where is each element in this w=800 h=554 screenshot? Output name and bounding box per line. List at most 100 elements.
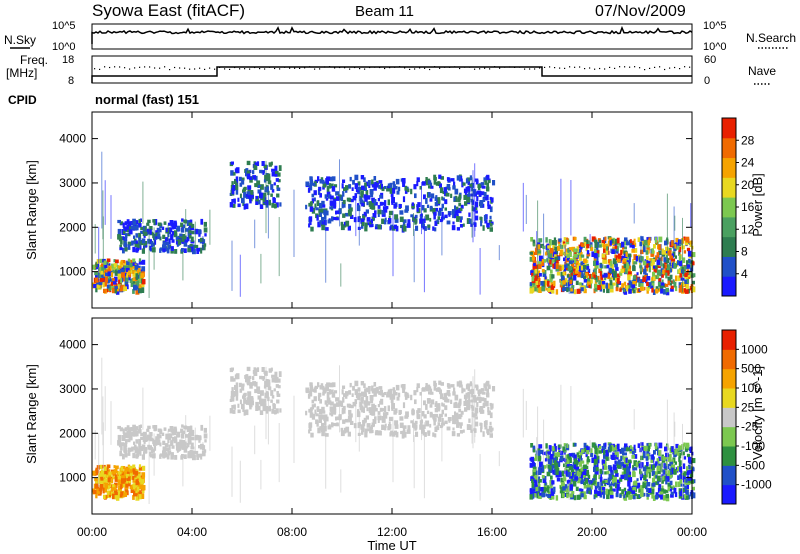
power-cell [638, 283, 643, 287]
velocity-cell [669, 468, 673, 475]
velocity-cell [673, 469, 677, 475]
velocity-cell [174, 455, 178, 460]
velocity-cell [602, 492, 605, 499]
power-cell [685, 289, 689, 294]
velocity-cell [623, 446, 628, 452]
power-cell [489, 215, 492, 220]
power-cell [459, 217, 462, 223]
power-cell [483, 177, 487, 182]
velocity-cell [263, 398, 267, 403]
power-cell [691, 261, 695, 266]
nsearch-tick-bottom: 10^0 [703, 41, 727, 53]
power-cell [275, 202, 279, 208]
velocity-cell [386, 394, 390, 398]
velocity-cell [594, 448, 598, 454]
power-cell [155, 232, 159, 237]
velocity-cell [653, 482, 656, 487]
velocity-cell [441, 418, 444, 424]
power-streak [474, 163, 476, 237]
power-cell [437, 197, 441, 203]
colorbar-tick-label: 25 [741, 400, 755, 414]
power-cell [234, 185, 239, 191]
velocity-cell [569, 485, 573, 491]
velocity-cell [574, 476, 579, 480]
power-cell [107, 263, 111, 268]
power-colorbar-label: Power [dB] [750, 173, 765, 237]
power-cell [580, 254, 585, 258]
velocity-cell [153, 425, 156, 431]
velocity-cell [367, 386, 371, 392]
power-cell [595, 261, 599, 266]
velocity-cell [182, 441, 187, 448]
power-cell [117, 265, 122, 269]
nave-dot [529, 68, 531, 70]
power-cell [153, 233, 158, 240]
velocity-cell [554, 443, 556, 449]
velocity-cell [114, 494, 117, 500]
power-streak [568, 276, 570, 294]
power-cell [614, 245, 618, 249]
power-cell [633, 261, 638, 265]
power-cell [317, 176, 320, 182]
velocity-cell [454, 401, 458, 407]
power-cell [547, 280, 550, 287]
power-cell [364, 226, 368, 232]
power-cell [640, 279, 644, 284]
power-cell [189, 246, 194, 252]
power-cell [578, 262, 582, 269]
power-cell [587, 268, 591, 273]
power-cell [665, 270, 670, 276]
velocity-cell [651, 493, 654, 499]
power-cell [421, 223, 425, 228]
power-cell [146, 229, 150, 234]
power-cell [575, 267, 578, 273]
velocity-cell [665, 460, 668, 466]
power-cell [474, 207, 478, 211]
velocity-cell [399, 422, 404, 428]
power-cell [133, 235, 135, 239]
power-cell [125, 277, 129, 282]
power-cell [182, 235, 187, 242]
velocity-cell [382, 408, 385, 412]
velocity-cell [315, 413, 319, 417]
power-cell [429, 182, 433, 187]
velocity-cell [487, 385, 491, 390]
velocity-cell [608, 443, 613, 448]
velocity-cell [381, 416, 385, 421]
velocity-cell [348, 417, 352, 423]
power-cell [632, 277, 636, 283]
power-cell [568, 247, 573, 251]
velocity-cell [433, 417, 437, 422]
velocity-cell [120, 444, 123, 451]
power-cell [643, 239, 648, 246]
power-cell [141, 248, 145, 254]
nave-dot [349, 68, 351, 70]
velocity-cell [438, 380, 442, 385]
velocity-cell [122, 436, 126, 440]
velocity-cell [148, 435, 152, 441]
velocity-cell [231, 395, 235, 401]
velocity-cell [458, 400, 462, 407]
nave-dot [669, 67, 671, 69]
power-cell [468, 212, 471, 217]
velocity-cell [458, 408, 462, 413]
power-cell [377, 209, 382, 215]
velocity-cell [646, 471, 649, 478]
power-cell [385, 206, 389, 210]
velocity-cell [670, 491, 674, 496]
power-cell [136, 267, 141, 273]
power-cell [311, 198, 314, 204]
nave-dot [589, 67, 591, 69]
power-cell [162, 241, 167, 247]
power-cell [141, 266, 146, 272]
velocity-cell [243, 398, 246, 404]
velocity-cell [672, 485, 675, 490]
power-cell [566, 254, 570, 259]
velocity-cell [576, 494, 581, 500]
power-cell [305, 181, 310, 187]
power-cell [392, 181, 395, 185]
power-cell [393, 184, 396, 190]
velocity-cell [559, 490, 563, 494]
velocity-cell [124, 487, 128, 492]
velocity-cell [131, 446, 134, 452]
